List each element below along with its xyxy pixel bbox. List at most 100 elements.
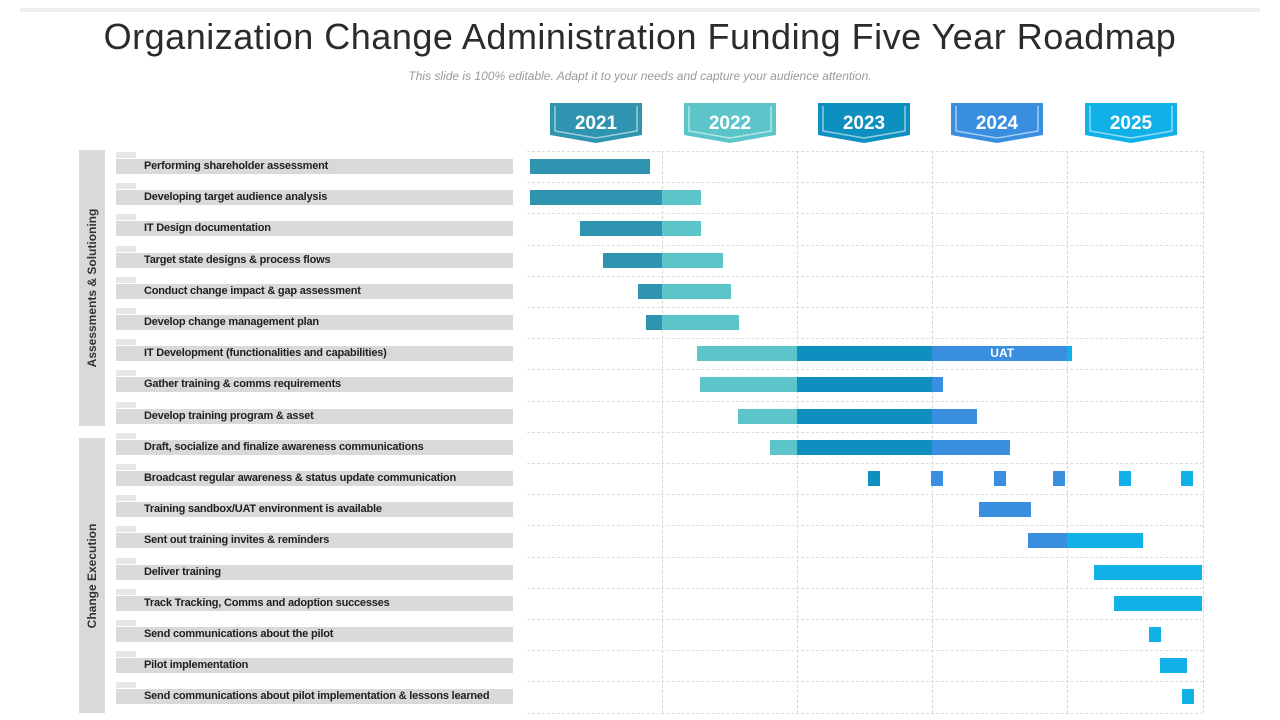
task-row: Developing target audience analysis xyxy=(116,183,513,206)
gantt-bar-label-uat: UAT xyxy=(990,346,1015,361)
task-label: Training sandbox/UAT environment is avai… xyxy=(144,503,382,516)
task-row: Sent out training invites & reminders xyxy=(116,526,513,549)
grid-line-horizontal xyxy=(527,650,1203,652)
gantt-bar-segment xyxy=(662,315,739,330)
gantt-bar-segment xyxy=(797,439,932,455)
grid-line-horizontal xyxy=(527,681,1203,683)
task-label: IT Development (functionalities and capa… xyxy=(144,347,387,360)
gantt-bar-segment xyxy=(662,190,702,206)
year-badge-2025: 2025 xyxy=(1085,103,1177,143)
gantt-milestone xyxy=(993,471,1006,486)
gantt-bar-segment xyxy=(602,252,662,268)
grid-line-horizontal xyxy=(527,556,1203,558)
task-label: Send communications about the pilot xyxy=(144,628,334,640)
task-row: Develop change management plan xyxy=(116,308,513,330)
task-label: Develop training program & asset xyxy=(144,409,314,422)
task-row-tab xyxy=(116,651,136,658)
task-row: Pilot implementation xyxy=(116,651,513,674)
gantt-bar-segment xyxy=(932,439,1011,455)
gantt-bar-segment xyxy=(699,377,797,393)
year-label-2021: 2021 xyxy=(574,113,618,134)
task-row: Draft, socialize and finalize awareness … xyxy=(116,432,513,455)
gantt-milestone xyxy=(931,471,944,486)
task-label: Send communications about pilot implemen… xyxy=(144,690,490,703)
grid-line-horizontal xyxy=(527,275,1203,277)
year-label-2023: 2023 xyxy=(842,113,886,134)
task-row-tab xyxy=(116,152,136,158)
gantt-bar-segment xyxy=(1181,689,1194,705)
group-label-change-execution: Change Execution xyxy=(79,438,105,713)
task-label: Performing shareholder assessment xyxy=(144,160,329,172)
gantt-milestone xyxy=(1119,471,1132,486)
gantt-bar-segment xyxy=(645,315,662,330)
gantt-bar-segment xyxy=(737,408,797,424)
grid-line-horizontal xyxy=(527,182,1203,184)
gantt-bar-segment xyxy=(932,377,943,393)
year-badge-2024: 2024 xyxy=(951,103,1043,143)
gantt-bar-segment xyxy=(979,502,1031,518)
task-label: IT Design documentation xyxy=(144,222,271,235)
task-row-tab xyxy=(116,308,136,314)
group-band-assessments xyxy=(79,150,105,426)
task-label: Develop change management plan xyxy=(144,316,319,328)
year-label-2025: 2025 xyxy=(1109,113,1153,134)
task-label: Track Tracking, Comms and adoption succe… xyxy=(144,596,390,609)
grid-line-horizontal xyxy=(527,400,1203,402)
task-row: Develop training program & asset xyxy=(116,401,513,424)
task-row-tab xyxy=(116,620,136,626)
group-band-change-execution xyxy=(79,438,105,713)
gantt-bar-segment xyxy=(770,439,797,455)
gantt-bar-segment xyxy=(1149,627,1162,642)
task-label: Developing target audience analysis xyxy=(144,191,328,204)
gantt-bar-segment xyxy=(797,377,932,393)
gantt-bar-segment xyxy=(662,283,731,299)
task-label: Conduct change impact & gap assessment xyxy=(144,284,361,297)
task-label: Draft, socialize and finalize awareness … xyxy=(144,440,424,453)
task-row: Gather training & comms requirements xyxy=(116,370,513,393)
page-subtitle: This slide is 100% editable. Adapt it to… xyxy=(408,69,872,83)
gantt-bar-segment xyxy=(637,283,662,299)
grid-line-horizontal xyxy=(527,151,1203,152)
task-row-tab xyxy=(116,464,136,470)
top-divider xyxy=(20,8,1260,12)
grid-line-horizontal xyxy=(527,463,1203,464)
task-row-tab xyxy=(116,183,136,190)
task-row: IT Development (functionalities and capa… xyxy=(116,339,513,362)
gantt-milestone xyxy=(867,471,880,486)
task-label: Deliver training xyxy=(144,565,221,578)
task-row: Target state designs & process flows xyxy=(116,245,513,268)
gantt-bar-segment xyxy=(932,408,977,424)
task-row-tab xyxy=(116,557,136,564)
year-badge-2022: 2022 xyxy=(684,103,776,143)
grid-line-horizontal xyxy=(527,525,1203,527)
grid-line-horizontal xyxy=(527,494,1203,496)
group-label-assessments: Assessments & Solutioning xyxy=(79,150,105,426)
gantt-bar-segment xyxy=(932,346,1067,362)
grid-line-horizontal xyxy=(527,712,1203,714)
task-row-tab xyxy=(116,526,136,533)
task-row: IT Design documentation xyxy=(116,214,513,237)
gantt-bar-segment xyxy=(529,159,650,174)
gantt-bar-segment xyxy=(1067,533,1143,549)
task-label: Gather training & comms requirements xyxy=(144,378,341,391)
task-row-tab xyxy=(116,588,136,595)
task-row: Send communications about pilot implemen… xyxy=(116,682,513,705)
task-row: Training sandbox/UAT environment is avai… xyxy=(116,495,513,518)
gantt-bar-segment xyxy=(579,221,662,237)
gantt-bar-segment xyxy=(1067,346,1073,362)
task-row: Broadcast regular awareness & status upd… xyxy=(116,464,513,486)
task-row-tab xyxy=(116,682,136,689)
task-row: Performing shareholder assessment xyxy=(116,152,513,174)
task-label: Sent out training invites & reminders xyxy=(144,534,330,547)
group-label-change-execution-text: Change Execution xyxy=(85,523,99,628)
grid-line-horizontal xyxy=(527,307,1203,308)
task-row: Send communications about the pilot xyxy=(116,620,513,642)
year-label-2024: 2024 xyxy=(975,113,1019,134)
task-row-tab xyxy=(116,401,136,408)
gantt-milestone xyxy=(1052,471,1065,486)
task-row-tab xyxy=(116,370,136,377)
gantt-bar-segment xyxy=(1160,658,1188,674)
gantt-bar-segment xyxy=(697,346,797,362)
year-badge-2021: 2021 xyxy=(550,103,642,143)
task-label: Pilot implementation xyxy=(144,659,249,672)
